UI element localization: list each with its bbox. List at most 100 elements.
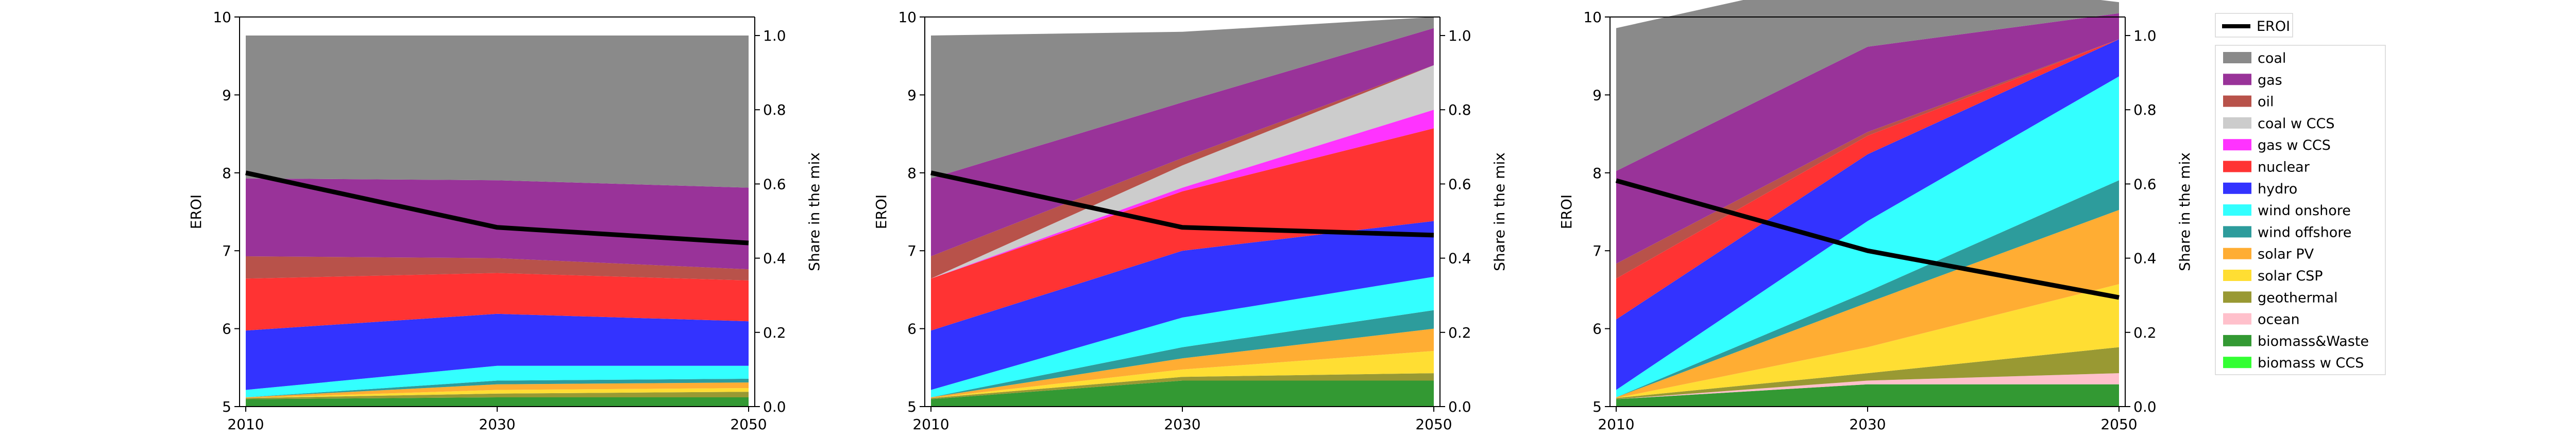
x-tick-label: 2030 [1164, 416, 1200, 433]
legend-swatch [2223, 357, 2251, 368]
area-coal [931, 17, 1434, 179]
area-wind-onshore [246, 365, 749, 397]
legend-label: solar PV [2258, 247, 2314, 262]
y2-tick-label: 0.8 [763, 101, 786, 118]
legend-swatch [2223, 95, 2251, 107]
area-wind-onshore [1616, 76, 2119, 397]
y-tick-label: 6 [907, 321, 917, 338]
area-ocean [1616, 373, 2119, 399]
y2-axis-label: Share in the mix [1491, 152, 1508, 271]
legend-swatch [2223, 52, 2251, 63]
y-tick-label: 9 [1592, 86, 1602, 103]
y2-tick-label: 0.0 [763, 398, 786, 415]
area-coal [1616, 0, 2119, 171]
y2-axis-label: Share in the mix [806, 152, 823, 271]
legend-label: wind onshore [2258, 203, 2351, 219]
y-tick-label: 9 [907, 86, 917, 103]
legend-label: solar CSP [2258, 268, 2323, 284]
y2-tick-label: 1.0 [763, 27, 786, 44]
legend-swatch [2223, 335, 2251, 346]
x-tick-label: 2030 [1849, 416, 1886, 433]
legend-label: geothermal [2258, 290, 2338, 306]
legend-swatch [2223, 291, 2251, 303]
y-tick-label: 6 [222, 321, 231, 338]
area-wind-onshore [931, 276, 1434, 397]
area-biomass-waste [1616, 384, 2119, 407]
y-tick-label: 10 [213, 9, 231, 26]
y-tick-label: 8 [1592, 165, 1602, 182]
y-tick-label: 5 [222, 398, 231, 415]
x-tick-label: 2050 [2100, 416, 2137, 433]
area-coal [246, 36, 749, 188]
y-tick-label: 5 [1592, 398, 1602, 415]
legend-label: hydro [2258, 181, 2297, 197]
y2-tick-label: 0.6 [2133, 175, 2157, 192]
y-tick-label: 9 [222, 86, 231, 103]
area-biomass-waste [246, 397, 749, 407]
y-tick-label: 7 [907, 242, 917, 259]
chart-panel-2: 5 6 7 8 9 10 0.0 0.2 0.4 0.6 0.8 1.0 2010 2030 2050 ERO… [873, 9, 1508, 433]
x-tick-label: 2010 [227, 416, 264, 433]
legend-swatch [2223, 204, 2251, 216]
x-tick-label: 2010 [1598, 416, 1634, 433]
chart-panel-1: 5 6 7 8 9 10 0.0 0.2 0.4 0.6 0.8 1.0 2010 2030 2050 ERO… [188, 9, 823, 433]
y-tick-label: 7 [222, 242, 231, 259]
legend-swatch [2223, 248, 2251, 259]
panels: 5 6 7 8 9 10 0.0 0.2 0.4 0.6 0.8 1.0 2010 2030 2050 ERO… [188, 0, 2193, 433]
y2-axis-label: Share in the mix [2176, 152, 2193, 271]
legend-swatch [2223, 161, 2251, 172]
x-tick-label: 2010 [912, 416, 949, 433]
y2-tick-label: 0.6 [763, 175, 786, 192]
y-tick-label: 5 [907, 398, 917, 415]
y2-tick-label: 0.0 [2133, 398, 2157, 415]
y2-tick-label: 0.4 [2133, 250, 2157, 267]
y2-tick-label: 0.2 [763, 324, 786, 341]
chart-panel-3: 5 6 7 8 9 10 0.0 0.2 0.4 0.6 0.8 1.0 2010 2030 2050 ERO… [1558, 0, 2193, 433]
y-tick-label: 6 [1592, 321, 1602, 338]
y2-tick-label: 0.6 [1448, 175, 1471, 192]
area-biomass-waste [931, 380, 1434, 407]
legend-swatch [2223, 182, 2251, 194]
area-nuclear [246, 273, 749, 331]
y2-tick-label: 0.8 [1448, 101, 1471, 118]
legend-eroi-label: EROI [2257, 19, 2290, 34]
area-geothermal [931, 373, 1434, 399]
x-tick-label: 2050 [730, 416, 767, 433]
area-gas-w-ccs [931, 110, 1434, 279]
y2-tick-label: 0.0 [1448, 398, 1471, 415]
y2-tick-label: 0.4 [1448, 250, 1471, 267]
area-solar-pv [1616, 209, 2119, 398]
eroi-line [245, 170, 749, 245]
legend-label: wind offshore [2258, 224, 2351, 240]
legend-label: ocean [2258, 312, 2300, 328]
legend-swatch [2223, 226, 2251, 238]
area-solar-pv [931, 328, 1434, 398]
area-geothermal [246, 392, 749, 399]
legend-label: coal w CCS [2258, 116, 2335, 132]
y-tick-label: 8 [907, 165, 917, 182]
area-wind-offshore [931, 310, 1434, 397]
legend: EROI coal gas oil coal w CCS gas w CCS nuclea… [2215, 13, 2386, 375]
y-tick-label: 10 [1583, 9, 1602, 26]
area-gas [1616, 13, 2119, 264]
area-hydro [1616, 39, 2119, 390]
legend-label: nuclear [2258, 160, 2310, 175]
area-hydro [246, 313, 749, 390]
area-solar-csp [931, 350, 1434, 398]
y2-tick-label: 0.2 [1448, 324, 1471, 341]
y-axis-label: EROI [873, 195, 890, 229]
y-tick-label: 7 [1592, 242, 1602, 259]
legend-label: biomass&Waste [2258, 333, 2369, 349]
area-layers [931, 17, 1434, 407]
area-solar-pv [246, 382, 749, 398]
legend-swatch [2223, 139, 2251, 151]
x-tick-label: 2030 [479, 416, 515, 433]
y-tick-label: 8 [222, 165, 231, 182]
area-oil [246, 256, 749, 280]
eroi-line [1615, 178, 2120, 300]
legend-label: coal [2258, 50, 2286, 66]
eroi-line [930, 170, 1434, 238]
legend-label: gas [2258, 72, 2282, 88]
legend-swatch [2223, 74, 2251, 85]
